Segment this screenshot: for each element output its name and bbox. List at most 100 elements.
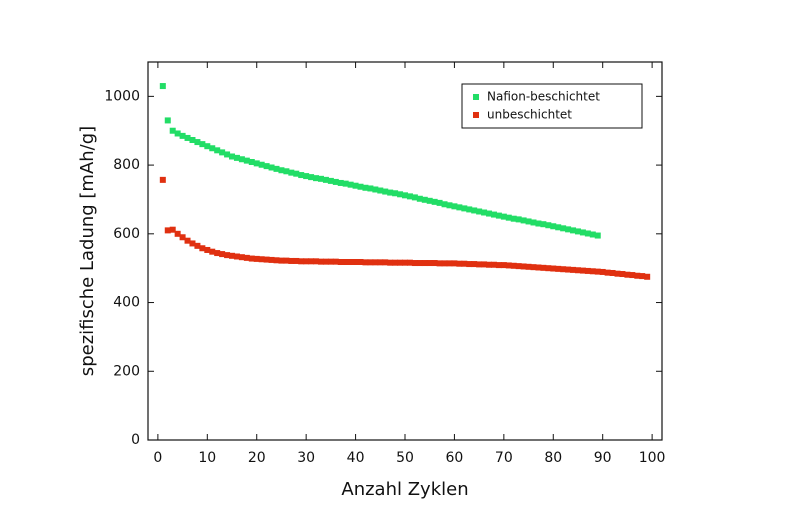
- data-point: [362, 259, 369, 266]
- data-point: [278, 257, 285, 264]
- data-point: [238, 254, 245, 261]
- x-axis-title: Anzahl Zyklen: [341, 479, 468, 500]
- data-point: [594, 232, 601, 239]
- data-point: [392, 190, 399, 197]
- data-point: [293, 170, 300, 177]
- data-point: [357, 183, 364, 190]
- data-point: [426, 197, 433, 204]
- data-point: [624, 271, 631, 278]
- data-point: [283, 257, 290, 264]
- data-point: [352, 258, 359, 265]
- x-tick-label: 80: [544, 450, 562, 466]
- data-point: [446, 202, 453, 209]
- data-point: [263, 163, 270, 170]
- data-point: [392, 259, 399, 266]
- data-point: [594, 268, 601, 275]
- data-point: [515, 216, 522, 223]
- data-point: [510, 215, 517, 222]
- data-point: [629, 272, 636, 279]
- data-point: [550, 265, 557, 272]
- data-point: [317, 258, 324, 265]
- data-point: [159, 83, 166, 90]
- x-tick-label: 70: [495, 450, 513, 466]
- data-point: [402, 259, 408, 266]
- legend-box: [461, 83, 643, 129]
- data-point: [579, 267, 586, 274]
- data-point: [159, 176, 166, 183]
- data-point: [416, 195, 423, 202]
- data-point: [406, 259, 413, 266]
- data-point: [495, 262, 502, 269]
- data-point: [229, 252, 236, 259]
- data-point: [199, 245, 206, 252]
- data-point: [406, 193, 413, 200]
- data-point: [466, 206, 473, 213]
- data-point: [510, 262, 517, 269]
- data-point: [560, 266, 567, 273]
- data-point: [184, 237, 191, 244]
- data-point: [560, 225, 567, 232]
- data-point: [347, 258, 354, 265]
- data-point: [471, 261, 478, 268]
- data-point: [644, 273, 651, 280]
- data-point: [604, 269, 611, 276]
- data-point: [471, 207, 478, 214]
- data-point: [525, 218, 532, 225]
- data-point: [268, 256, 275, 263]
- data-point: [303, 258, 310, 265]
- data-point: [481, 261, 488, 268]
- data-point: [520, 217, 527, 224]
- data-point: [431, 260, 438, 267]
- data-point: [224, 252, 231, 259]
- x-tick-label: 60: [446, 450, 464, 466]
- data-point: [387, 189, 394, 196]
- data-point: [174, 130, 181, 137]
- data-point: [535, 220, 542, 227]
- x-tick-label: 50: [396, 450, 414, 466]
- data-point: [337, 179, 344, 186]
- data-point: [268, 164, 275, 171]
- data-point: [540, 221, 547, 228]
- legend-label: unbeschichtet: [487, 108, 572, 122]
- y-tick-label: 0: [131, 432, 140, 448]
- data-point: [273, 165, 280, 172]
- data-point: [273, 257, 280, 264]
- data-point: [372, 186, 379, 193]
- x-tick-label: 30: [297, 450, 315, 466]
- y-tick-label: 800: [113, 157, 140, 173]
- data-point: [436, 260, 443, 267]
- data-point: [431, 198, 438, 205]
- data-point: [347, 181, 354, 188]
- data-point: [535, 264, 542, 271]
- data-point: [397, 191, 404, 198]
- legend-label: Nafion-beschichtet: [487, 90, 600, 104]
- data-point: [490, 211, 497, 218]
- data-point: [332, 178, 339, 185]
- data-point: [164, 117, 171, 124]
- data-point: [367, 185, 374, 192]
- data-point: [253, 160, 260, 167]
- data-point: [520, 263, 527, 270]
- data-point: [495, 212, 502, 219]
- data-point: [416, 260, 423, 267]
- data-point: [174, 230, 181, 237]
- data-point: [332, 258, 339, 265]
- data-point: [505, 262, 512, 269]
- x-tick-label: 20: [248, 450, 266, 466]
- data-point: [179, 234, 186, 241]
- data-point: [639, 273, 646, 280]
- data-point: [194, 139, 201, 146]
- data-point: [540, 264, 547, 271]
- data-point: [476, 261, 483, 268]
- data-point: [584, 230, 591, 237]
- data-point: [397, 259, 404, 266]
- data-point: [609, 269, 616, 276]
- data-point: [505, 214, 512, 221]
- data-point: [164, 227, 171, 234]
- data-point: [555, 265, 562, 272]
- y-axis-title: spezifische Ladung [mAh/g]: [77, 126, 98, 376]
- data-point: [619, 271, 626, 278]
- data-point: [229, 153, 236, 160]
- data-point: [461, 260, 468, 267]
- data-point: [589, 268, 596, 275]
